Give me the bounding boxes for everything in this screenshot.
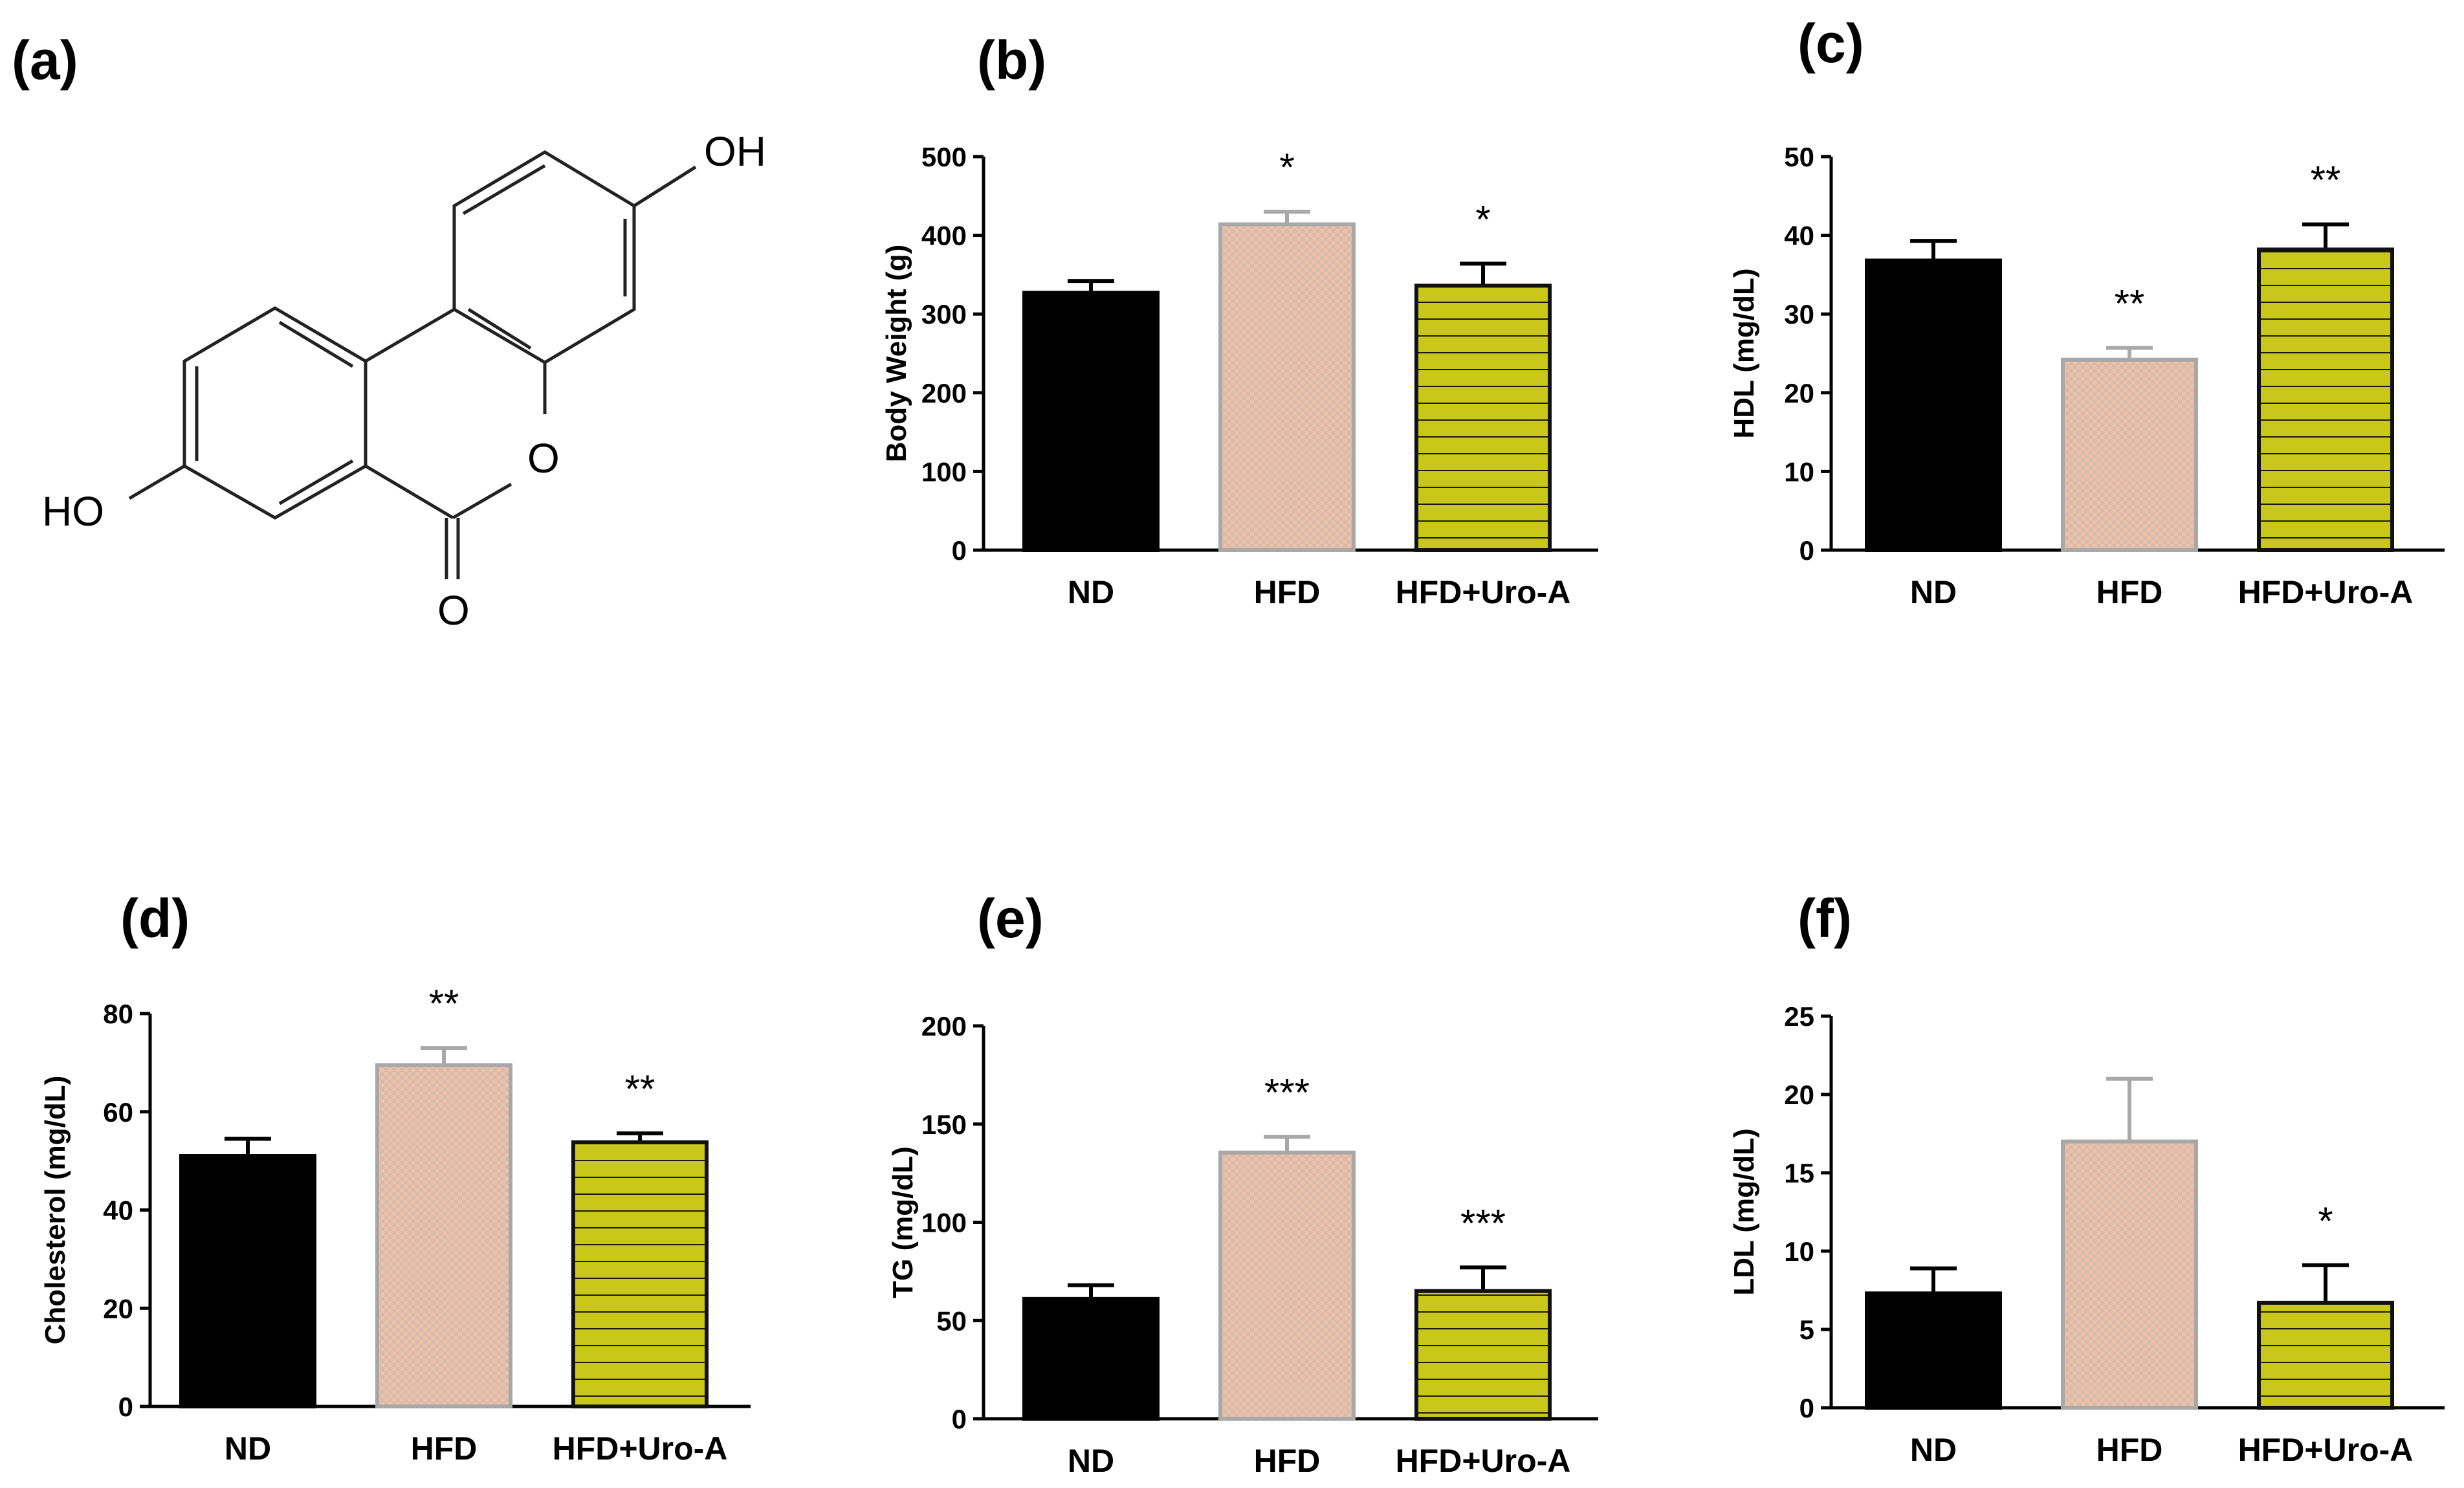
x-tick-label: HFD [1254,574,1321,610]
bar-hfd-uro-a [1414,1289,1552,1421]
y-axis-label: Cholesterol (mg/dL) [39,1076,71,1345]
bar-hfd-uro-a [1414,283,1552,552]
x-tick-label: ND [1910,574,1957,610]
molecule-structure [128,150,697,579]
y-tick-label: 50 [1784,142,1814,172]
y-axis-label: Body Weight (g) [881,245,912,462]
x-tick-label: HFD [2096,574,2163,610]
bar-nd [1022,1296,1160,1421]
y-tick-label: 25 [1784,1001,1814,1032]
panel-label-d: (d) [120,888,190,949]
bar-nd [179,1154,316,1408]
hydroxyl-left-label: HO [42,488,104,535]
y-tick-label: 0 [1799,535,1814,566]
panel-c: (c) 0 10 20 30 40 50 HDL (mg/dL) ND HFD ** HFD+Uro-… [1728,13,2445,610]
bar-hfd-uro-a [571,1140,709,1408]
bar-hfd [375,1063,512,1408]
y-tick-label: 30 [1784,299,1814,329]
y-tick-label: 40 [1784,221,1814,251]
y-axis-label: LDL (mg/dL) [1728,1128,1760,1295]
x-tick-label: HFD [2096,1432,2163,1468]
panel-f: (f) 0 5 10 15 20 25 LDL (mg/dL) ND HFD HFD+Uro-A * [1728,888,2445,1468]
panel-e: (e) 0 50 100 150 200 TG (mg/dL) ND HFD *** HFD+Uro… [887,888,1598,1479]
bar-nd [1022,291,1160,552]
y-tick-label: 50 [936,1305,967,1336]
bar-hfd [2061,357,2198,553]
y-axis-label: HDL (mg/dL) [1728,268,1760,438]
panel-label-f: (f) [1798,888,1852,949]
panel-label-a: (a) [12,30,78,91]
ring-oxygen-label: O [527,435,560,482]
x-tick-label: HFD+Uro-A [1396,574,1571,610]
significance-marker: ** [429,982,459,1025]
panel-a: (a) OH HO O O [12,30,766,634]
x-tick-label: HFD+Uro-A [2238,574,2414,610]
y-tick-label: 20 [1784,1080,1814,1110]
y-tick-label: 0 [952,535,967,566]
y-tick-label: 40 [103,1195,133,1226]
y-tick-label: 100 [921,1208,967,1238]
x-tick-label: HFD [411,1430,478,1467]
x-tick-label: HFD+Uro-A [553,1430,728,1467]
y-tick-label: 20 [103,1293,133,1324]
y-tick-label: 150 [921,1109,967,1140]
significance-marker: ** [625,1067,655,1111]
bar-hfd-uro-a [2257,1300,2394,1410]
panel-d: (d) 0 20 40 60 80 Cholesterol (mg/dL) ND HFD ** HF… [39,888,751,1467]
y-tick-label: 200 [921,1011,967,1041]
bar-nd [1865,258,2002,552]
y-tick-label: 10 [1784,1236,1814,1267]
panel-label-b: (b) [977,30,1046,91]
bar-hfd [1218,1150,1356,1421]
significance-marker: *** [1264,1071,1310,1114]
x-tick-label: ND [1068,574,1114,610]
hydroxyl-top-label: OH [704,128,766,175]
y-tick-label: 200 [921,378,967,408]
bar-hfd-uro-a [2257,247,2394,552]
x-tick-label: ND [1068,1443,1114,1479]
y-tick-label: 20 [1784,378,1814,408]
significance-marker: ** [2311,159,2341,202]
panel-label-e: (e) [977,888,1044,949]
y-tick-label: 0 [118,1392,133,1422]
panel-b: (b) 0 100 200 300 400 500 Body Weight (g) ND HFD *… [881,30,1598,610]
y-tick-label: 0 [952,1404,967,1434]
y-tick-label: 300 [921,299,967,329]
y-tick-label: 10 [1784,456,1814,487]
x-tick-label: HFD+Uro-A [2238,1432,2414,1468]
significance-marker: * [2318,1199,2333,1243]
bar-hfd [2061,1139,2198,1410]
x-tick-label: HFD [1254,1443,1321,1479]
bar-hfd [1218,222,1356,552]
y-tick-label: 0 [1799,1393,1814,1423]
y-tick-label: 400 [921,221,967,251]
carbonyl-oxygen-label: O [437,587,470,634]
panel-label-c: (c) [1798,13,1864,74]
y-tick-label: 5 [1799,1315,1814,1345]
y-tick-label: 15 [1784,1158,1814,1188]
significance-marker: *** [1460,1201,1506,1245]
y-tick-label: 60 [103,1097,133,1127]
significance-marker: * [1279,146,1294,189]
significance-marker: * [1475,197,1490,241]
bar-nd [1865,1291,2002,1410]
y-tick-label: 100 [921,456,967,487]
y-tick-label: 500 [921,142,967,172]
x-tick-label: ND [1910,1432,1957,1468]
significance-marker: ** [2115,282,2145,325]
x-tick-label: HFD+Uro-A [1396,1443,1571,1479]
y-axis-label: TG (mg/dL) [887,1146,919,1298]
x-tick-label: ND [225,1430,271,1467]
y-tick-label: 80 [103,999,133,1029]
